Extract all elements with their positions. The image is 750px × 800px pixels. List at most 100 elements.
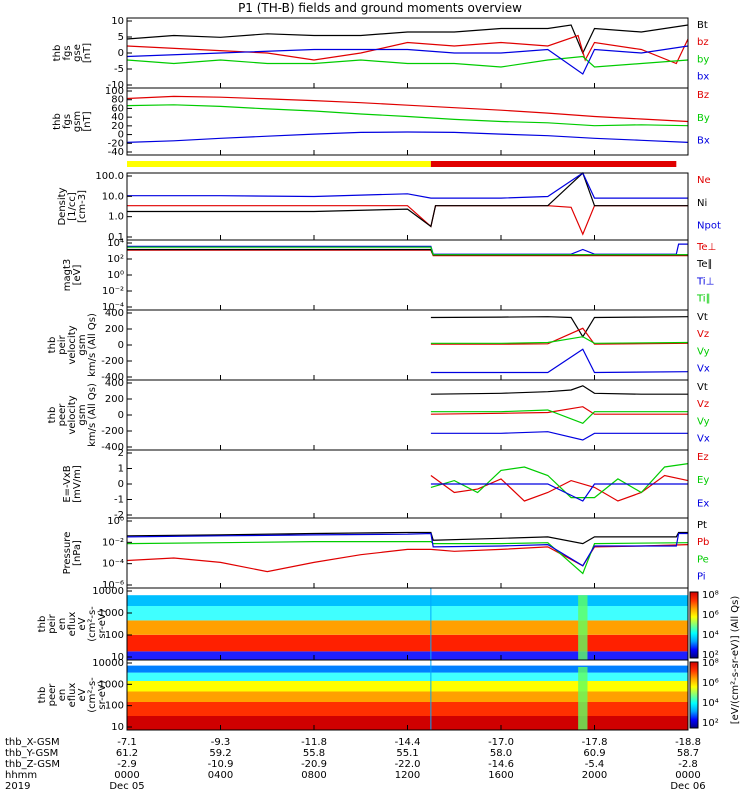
legend-label: Vx	[697, 433, 710, 444]
y-axis-label: velocity	[67, 325, 78, 364]
heatmap-band	[127, 672, 688, 681]
x-row-label: hhmm	[5, 770, 37, 781]
y-tick-label: 80	[111, 95, 124, 106]
heatmap-band	[127, 702, 688, 716]
x-row-value: 59.2	[209, 748, 231, 759]
y-tick-label: 400	[105, 378, 124, 389]
y-axis-label: [nPa]	[72, 540, 83, 566]
heatmap-band	[127, 716, 688, 730]
colorbar-bottom	[689, 661, 699, 729]
colorbar-tick: 10⁸	[702, 590, 719, 601]
legend-label: Npot	[697, 221, 721, 232]
legend-label: Ey	[697, 475, 709, 486]
heatmap-gap	[578, 667, 588, 730]
x-row-value: Dec 06	[670, 781, 705, 792]
series-line	[126, 45, 689, 75]
y-tick-label: 0	[118, 48, 124, 59]
y-tick-label: -200	[101, 426, 124, 437]
y-axis-label: km/s (All Qs)	[87, 313, 98, 377]
y-axis-label: Pressure	[62, 532, 73, 575]
series-line	[126, 34, 689, 65]
series-line	[127, 172, 688, 199]
x-row-value: 55.1	[396, 748, 418, 759]
series-line	[430, 348, 689, 374]
y-tick-label: 100	[105, 701, 124, 712]
x-axis-table: thb_X-GSM -7.1 -9.3 -11.8 -14.4 -17.0 -18.8 thb…	[5, 737, 706, 792]
series-line	[126, 104, 689, 127]
series-line	[430, 463, 689, 499]
legend-label: Vt	[697, 382, 708, 393]
series-line	[430, 336, 689, 344]
y-tick-label: -400	[101, 372, 124, 383]
series-line	[430, 409, 688, 424]
x-row-label: 2019	[5, 781, 30, 792]
heatmap-band	[127, 681, 688, 692]
legend-label: By	[697, 113, 710, 124]
y-axis-label: Density	[57, 187, 68, 225]
heatmap-band	[127, 691, 688, 702]
series-line	[126, 544, 689, 573]
x-row-value: -2.8	[678, 759, 698, 770]
y-tick-label: 0	[118, 410, 124, 421]
y-tick-label: 10⁻²	[102, 286, 124, 297]
y-tick-label: 0	[118, 130, 124, 141]
x-row-value: 0800	[301, 770, 326, 781]
x-row-value: -20.9	[301, 759, 327, 770]
panel-1: Bt bz by bx 10 5 0 -5 -10 thb fgs gse [nT]	[52, 16, 709, 91]
legend-label: bz	[697, 37, 709, 48]
legend-label: Ne	[697, 175, 711, 186]
x-row-value: 61.2	[116, 748, 138, 759]
y-axis-label: gsm	[77, 334, 88, 355]
series-line	[430, 385, 688, 395]
panel-10: 10000 1000 100 10 thb peer en eflux eV (cm²-s-sr-…	[37, 658, 689, 733]
y-axis-label: magt3	[62, 259, 73, 292]
x-row-value: 0000	[114, 770, 139, 781]
y-tick-label: 1	[118, 464, 124, 475]
series-line	[126, 55, 689, 68]
legend-label: Vz	[697, 329, 709, 340]
x-row-value: -9.3	[211, 737, 231, 748]
y-tick-label: -20	[108, 138, 124, 149]
y-axis-label: thb	[52, 45, 63, 62]
y-axis-label: thb	[47, 337, 58, 354]
y-axis-label: peir	[57, 334, 68, 354]
y-axis-label: peir	[47, 613, 58, 633]
x-row-value: -11.8	[301, 737, 327, 748]
panel-7: Ez Ey Ex 2 1 0 -1 -2 E=-VxB [mV/m]	[62, 448, 709, 521]
colorbar-tick: 10⁶	[702, 610, 719, 621]
x-row-value: 60.9	[583, 748, 605, 759]
y-tick-label: 20	[111, 121, 124, 132]
y-axis-label: eflux	[67, 683, 78, 708]
series-line	[126, 24, 689, 55]
colorbar-tick: 10²	[702, 650, 719, 661]
series-line	[126, 131, 689, 143]
legend-label: Vy	[697, 416, 710, 427]
y-tick-label: 1.0	[108, 212, 124, 223]
x-row-value: -14.4	[395, 737, 421, 748]
x-row-label: thb_Z-GSM	[5, 759, 60, 770]
heatmap-band	[127, 634, 688, 652]
x-row-value: 1600	[488, 770, 513, 781]
panel-4: Te⊥ Te∥ Ti⊥ Ti∥ 10⁴ 10² 10⁰ 10⁻² 10⁻⁴ magt3 [eV]	[62, 238, 716, 313]
x-row-value: 0000	[675, 770, 700, 781]
panel-frame	[126, 87, 689, 156]
y-axis-label: thb	[37, 616, 48, 633]
x-row-value: -7.1	[117, 737, 137, 748]
x-row-value: -18.8	[675, 737, 701, 748]
y-tick-label: 40	[111, 112, 124, 123]
legend-label: Pt	[697, 520, 707, 531]
legend-label: Bx	[697, 136, 710, 147]
y-axis-label: eV	[77, 688, 88, 701]
y-tick-label: 400	[105, 308, 124, 319]
y-tick-label: 5	[118, 32, 124, 43]
panel-frame	[126, 379, 689, 451]
y-axis-label: en	[57, 618, 68, 631]
colorbar-tick: 10⁴	[702, 630, 719, 641]
legend-label: Vt	[697, 312, 708, 323]
colorbar-tick: 10⁴	[702, 698, 719, 709]
y-axis-label: km/s (All Qs)	[87, 383, 98, 447]
y-axis-label: peer	[47, 683, 58, 707]
series-line	[430, 327, 689, 345]
